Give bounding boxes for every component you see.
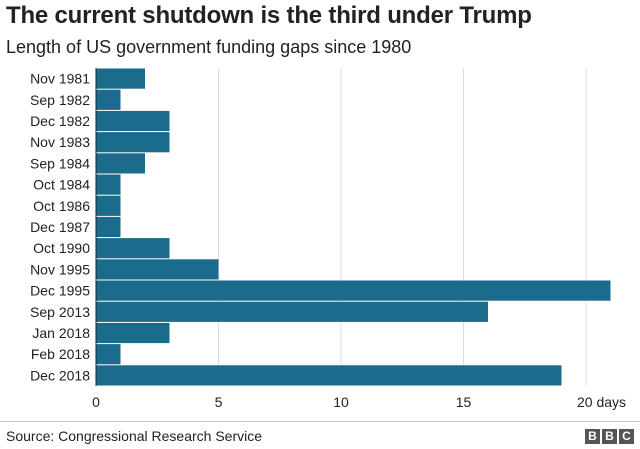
source-note: Source: Congressional Research Service xyxy=(6,428,263,444)
bbc-logo: B B C xyxy=(585,429,634,444)
chart-subtitle: Length of US government funding gaps sin… xyxy=(6,37,412,57)
bar xyxy=(96,301,488,322)
x-tick-label: 15 xyxy=(456,394,472,410)
bar xyxy=(96,216,121,238)
bbc-logo-letter: B xyxy=(585,429,600,444)
x-tick-label: 0 xyxy=(92,394,100,410)
bar-chart: Nov 1981 Sep 1982 Dec 1982 Nov 1983 Sep 1984… xyxy=(30,68,626,410)
x-tick-label: 10 xyxy=(333,394,349,410)
category-label: Sep 2013 xyxy=(30,304,90,320)
x-axis-ticks: 0 5 10 15 20 days xyxy=(92,394,626,410)
x-tick-label: 20 days xyxy=(577,394,626,410)
category-label: Jan 2018 xyxy=(32,325,90,341)
category-label: Sep 1984 xyxy=(30,155,90,171)
chart-title: The current shutdown is the third under … xyxy=(6,2,532,29)
category-label: Oct 1990 xyxy=(33,240,90,256)
category-label: Nov 1983 xyxy=(30,134,90,150)
bar xyxy=(96,344,121,365)
footer-divider xyxy=(0,421,640,422)
bar xyxy=(96,195,121,216)
category-label: Dec 1982 xyxy=(30,113,90,129)
bbc-logo-letter: C xyxy=(619,429,634,444)
bar xyxy=(96,89,121,110)
category-label: Sep 1982 xyxy=(30,92,90,108)
bar xyxy=(96,153,145,174)
x-tick-label: 5 xyxy=(215,394,223,410)
category-label: Dec 1995 xyxy=(30,283,90,299)
bar xyxy=(96,174,121,195)
category-label: Feb 2018 xyxy=(31,346,90,362)
bars xyxy=(96,68,611,386)
category-label: Dec 2018 xyxy=(30,367,90,383)
bar xyxy=(96,238,170,259)
category-label: Oct 1986 xyxy=(33,198,90,214)
bar xyxy=(96,110,170,132)
category-labels: Nov 1981 Sep 1982 Dec 1982 Nov 1983 Sep 1984… xyxy=(30,71,90,384)
bar xyxy=(96,280,611,301)
category-label: Dec 1987 xyxy=(30,219,90,235)
category-label: Nov 1981 xyxy=(30,71,90,87)
bar xyxy=(96,132,170,153)
bbc-logo-letter: B xyxy=(602,429,617,444)
category-label: Oct 1984 xyxy=(33,177,90,193)
bar xyxy=(96,322,170,344)
bar xyxy=(96,259,219,280)
bar xyxy=(96,68,145,89)
bar xyxy=(96,365,562,386)
gridlines xyxy=(218,68,587,386)
category-label: Nov 1995 xyxy=(30,261,90,277)
